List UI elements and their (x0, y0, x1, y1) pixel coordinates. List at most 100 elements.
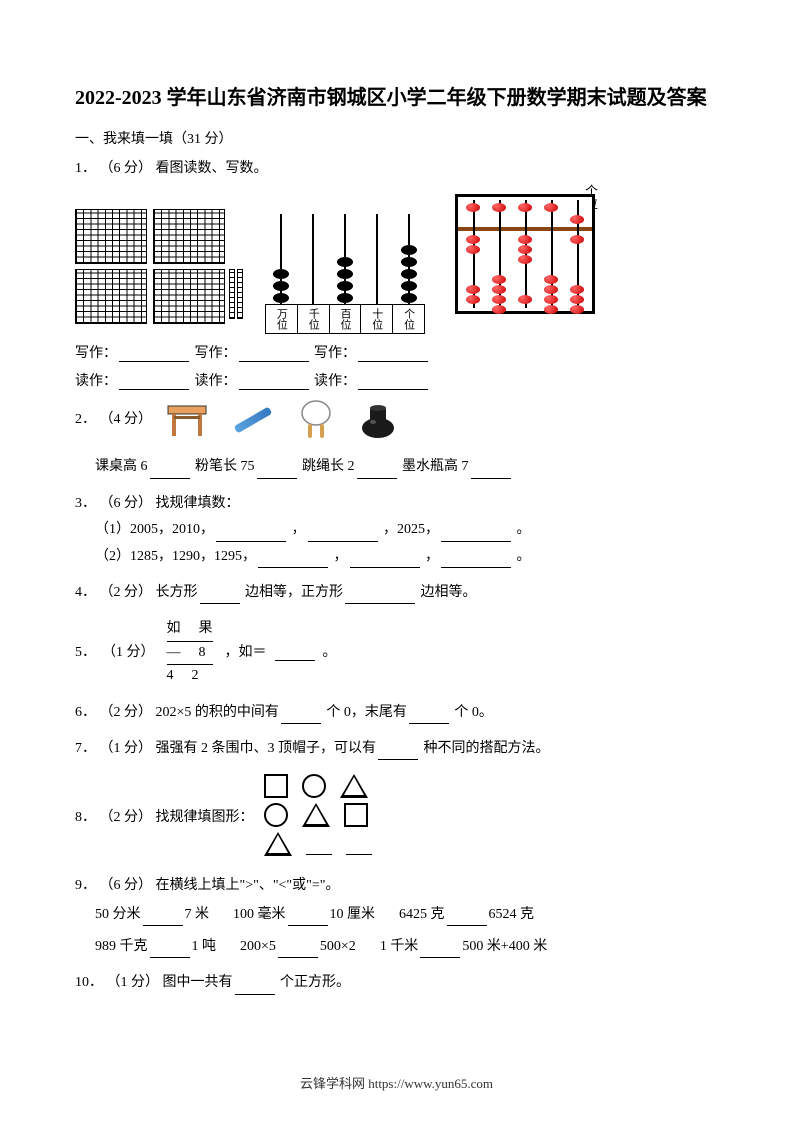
q2-num: 2． (75, 413, 96, 428)
q9-num: 9． (75, 878, 96, 893)
q3-sub2: （2）1285，1290，1295， (95, 549, 256, 564)
blank (306, 853, 332, 855)
q3-end: 。 (517, 549, 531, 564)
blank (288, 910, 328, 926)
write-label: 写作： (195, 346, 237, 361)
q2-answers: 课桌高 6 粉笔长 75 跳绳长 2 墨水瓶高 7 (95, 456, 718, 478)
counting-abacus: 万位 千位 百位 十位 个位 (265, 204, 435, 334)
write-row: 写作： 写作： 写作： (75, 342, 718, 362)
write-label: 写作： (75, 346, 117, 361)
q4-points: （2 分） (100, 585, 153, 600)
write-label: 写作： (314, 346, 356, 361)
triangle-shape (302, 803, 330, 827)
compare-right: 500×2 (320, 939, 356, 954)
grid-blocks-figure (75, 204, 245, 334)
q6-points: （2 分） (100, 705, 153, 720)
blank (257, 463, 297, 479)
q10-text2: 个正方形。 (280, 975, 350, 990)
frac-cell: — (167, 642, 181, 664)
q6-text3: 个 0。 (454, 705, 493, 720)
circle-shape (264, 803, 288, 827)
blank (119, 374, 189, 390)
question-10: 10． （1 分） 图中一共有 个正方形。 (75, 972, 718, 994)
compare-right: 7 米 (185, 907, 210, 922)
q3-num: 3． (75, 496, 96, 511)
q4-text3: 边相等。 (421, 585, 477, 600)
read-label: 读作： (75, 374, 117, 389)
frac-cell: 如 (167, 618, 181, 640)
q8-num: 8． (75, 810, 96, 825)
blank (235, 979, 275, 995)
blank (420, 942, 460, 958)
desk-icon (164, 400, 210, 440)
blank (200, 588, 240, 604)
q2-item: 墨水瓶高 7 (402, 459, 469, 474)
blank (358, 374, 428, 390)
frac-cell: 8 (199, 642, 206, 664)
blank (378, 744, 418, 760)
q3-sep: ， (292, 522, 306, 537)
blank (150, 942, 190, 958)
blank (350, 552, 420, 568)
blank (345, 588, 415, 604)
q9-points: （6 分） (100, 878, 153, 893)
blank (308, 526, 378, 542)
suanpan-abacus: 个位 (455, 194, 605, 334)
place-label: 十位 (360, 304, 392, 334)
compare-right: 6524 克 (489, 907, 535, 922)
q5-points: （1 分） (102, 642, 155, 664)
blank (119, 346, 189, 362)
blank (216, 526, 286, 542)
question-5: 5． （1 分） 如果 —8 42 ，如＝ 。 (75, 618, 718, 687)
read-label: 读作： (195, 374, 237, 389)
blank (471, 463, 511, 479)
question-8: 8． （2 分） 找规律填图形： (75, 774, 718, 861)
compare-left: 989 千克 (95, 939, 148, 954)
question-2: 2． （4 分） (75, 398, 718, 442)
place-label: 百位 (329, 304, 361, 334)
q3-end: 。 (517, 522, 531, 537)
page-footer: 云锋学科网 https://www.yun65.com (0, 1073, 793, 1092)
q6-num: 6． (75, 705, 96, 720)
q4-text2: 边相等，正方形 (245, 585, 343, 600)
compare-right: 500 米+400 米 (462, 939, 547, 954)
page-title: 2022-2023 学年山东省济南市钢城区小学二年级下册数学期末试题及答案 (75, 80, 718, 116)
q2-points: （4 分） (100, 413, 153, 428)
square-shape (344, 803, 368, 827)
blank (441, 526, 511, 542)
q4-text1: 长方形 (156, 585, 198, 600)
blank (143, 910, 183, 926)
division-table: 如果 —8 42 (167, 618, 213, 687)
q8-points: （2 分） (100, 810, 153, 825)
question-1: 1． （6 分） 看图读数、写数。 (75, 158, 718, 180)
q10-points: （1 分） (107, 975, 160, 990)
blank (346, 853, 372, 855)
q1-num: 1． (75, 161, 96, 176)
blank (275, 645, 315, 661)
q5-end: 。 (323, 642, 337, 664)
q3-mid: ，2025， (383, 522, 439, 537)
q1-points: （6 分） (100, 161, 153, 176)
blank (409, 708, 449, 724)
q1-figures: 万位 千位 百位 十位 个位 个位 (75, 194, 718, 334)
blank (278, 942, 318, 958)
section-header: 一、我来填一填（31 分） (75, 128, 718, 148)
q6-text1: 202×5 的积的中间有 (156, 705, 279, 720)
triangle-shape (264, 832, 292, 856)
compare-left: 6425 克 (399, 907, 445, 922)
q1-text: 看图读数、写数。 (156, 161, 268, 176)
q3-text: 找规律填数： (156, 496, 240, 511)
blank (239, 346, 309, 362)
place-label: 个位 (392, 304, 425, 334)
compare-left: 200×5 (240, 939, 276, 954)
blank (357, 463, 397, 479)
q2-item: 粉笔长 75 (195, 459, 255, 474)
frac-cell: 果 (199, 618, 213, 640)
compare-left: 100 毫米 (233, 907, 286, 922)
q8-text: 找规律填图形： (156, 810, 254, 825)
frac-cell: 4 (167, 665, 174, 687)
q7-num: 7． (75, 741, 96, 756)
blank (447, 910, 487, 926)
blank (239, 374, 309, 390)
q10-text1: 图中一共有 (163, 975, 233, 990)
